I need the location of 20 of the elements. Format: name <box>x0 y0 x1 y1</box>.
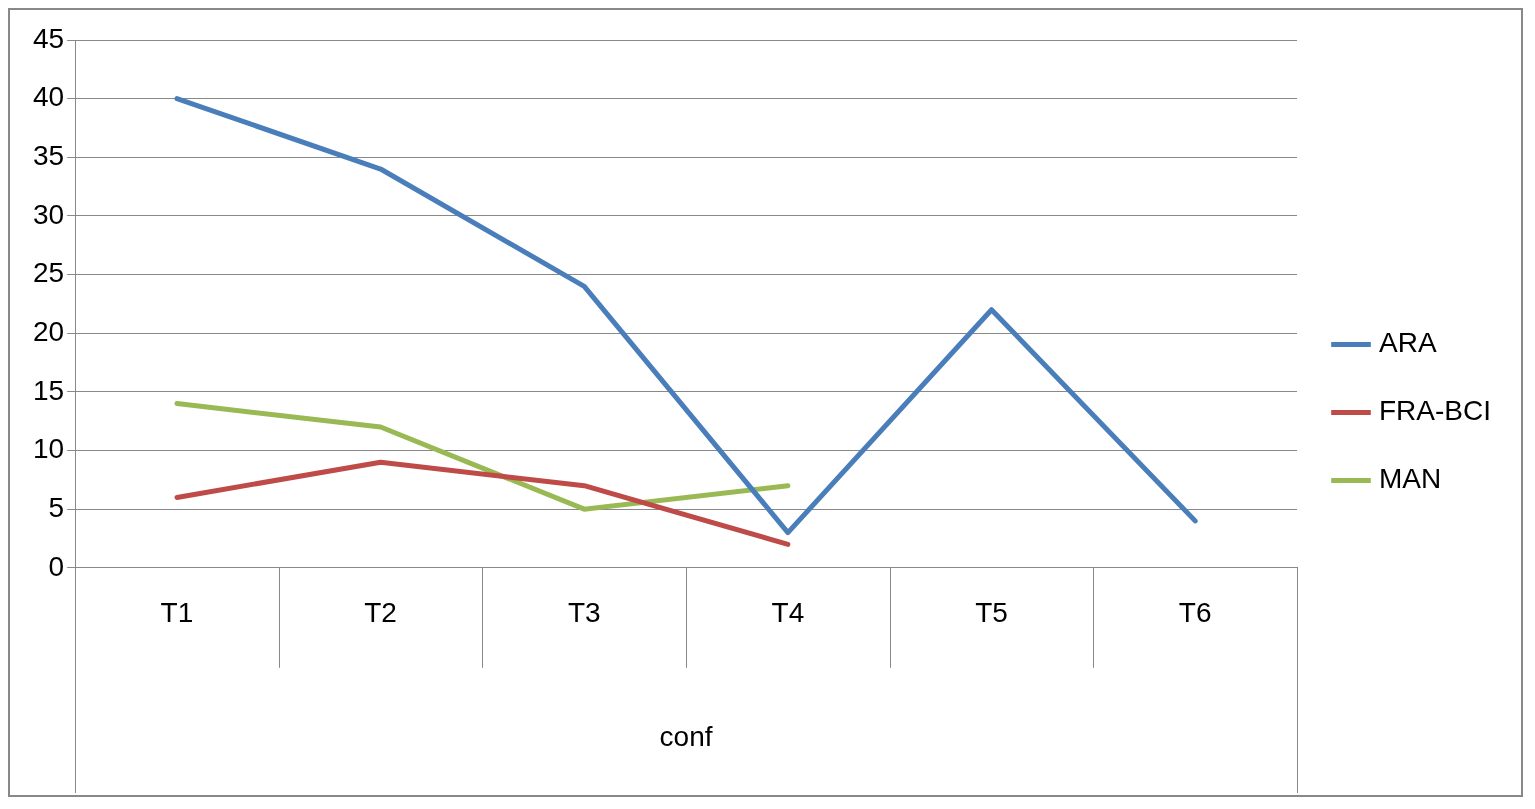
x-tick-label: T4 <box>771 597 805 629</box>
y-tick-label: 20 <box>32 315 65 347</box>
x-tick-label: T1 <box>160 597 194 629</box>
x-tick-label: T3 <box>567 597 601 629</box>
x-axis-title: conf <box>659 720 713 752</box>
y-tick-label: 30 <box>32 198 65 230</box>
y-tick-label: 35 <box>32 140 65 172</box>
y-tick-label: 5 <box>48 491 65 523</box>
y-tick-label: 0 <box>48 550 65 582</box>
y-tick-label: 25 <box>32 257 65 289</box>
x-tick-label: T6 <box>1178 597 1212 629</box>
y-tick-label: 40 <box>32 81 65 113</box>
legend-label: MAN <box>1379 463 1442 495</box>
y-tick-label: 15 <box>32 374 65 406</box>
y-tick-label: 45 <box>32 22 65 54</box>
x-tick-label: T5 <box>975 597 1008 629</box>
x-tick-label: T2 <box>364 597 397 629</box>
y-tick-label: 10 <box>32 433 65 465</box>
legend-label: ARA <box>1379 327 1437 359</box>
legend-label: FRA-BCI <box>1379 395 1491 427</box>
